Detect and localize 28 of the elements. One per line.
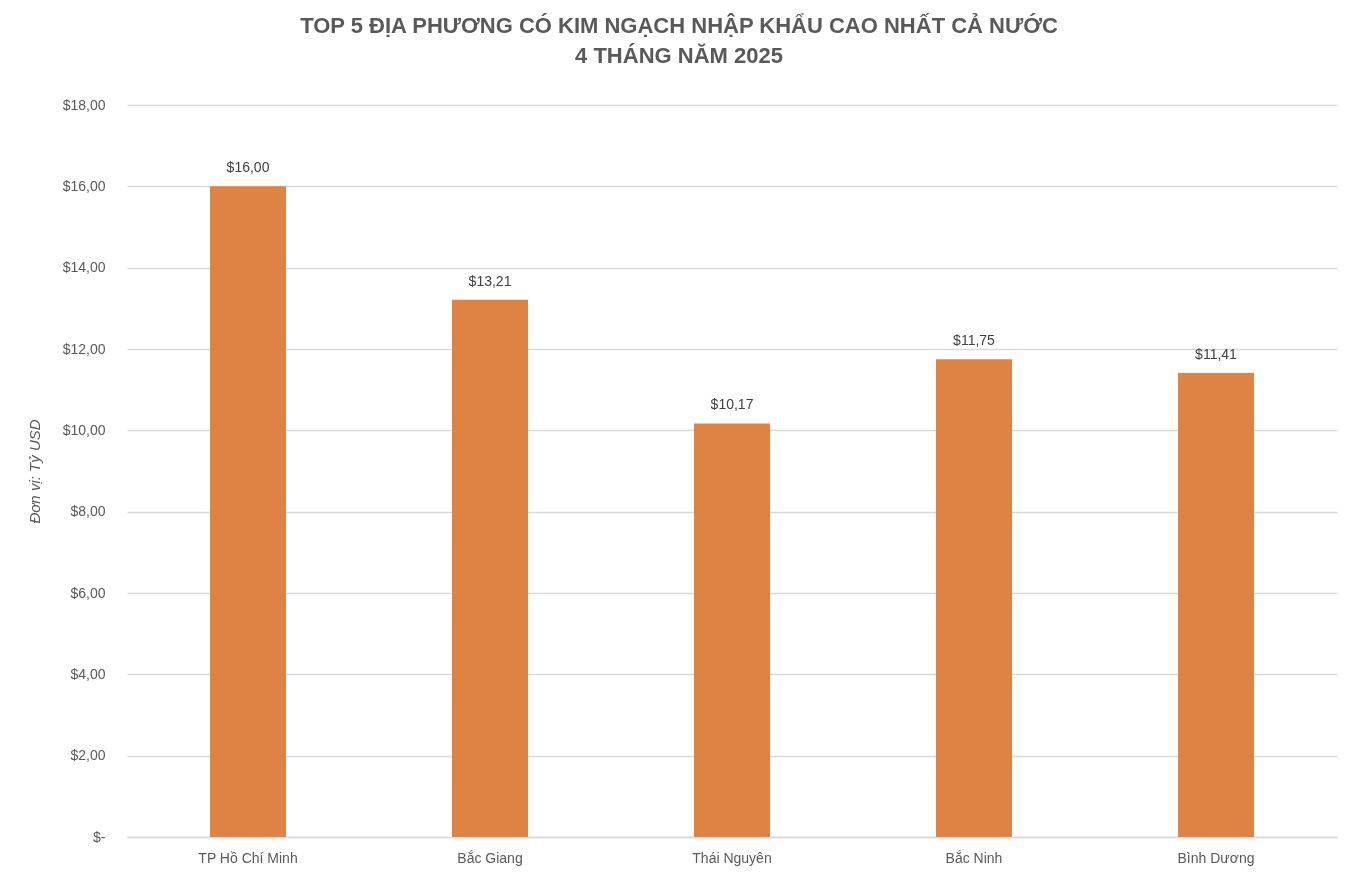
- x-tick-label: TP Hồ Chí Minh: [198, 849, 298, 866]
- y-tick-label: $6,00: [70, 584, 106, 601]
- y-tick-label: $8,00: [70, 503, 106, 520]
- bar: [694, 423, 770, 837]
- chart-subtitle: 4 THÁNG NĂM 2025: [575, 43, 783, 68]
- bar: [936, 359, 1012, 837]
- y-tick-label: $14,00: [62, 259, 106, 276]
- bar: [452, 299, 528, 837]
- x-tick-label: Bình Dương: [1177, 849, 1255, 866]
- data-label: $10,17: [710, 396, 754, 413]
- y-tick-label: $2,00: [70, 747, 106, 764]
- x-tick-label: Bắc Ninh: [945, 849, 1003, 866]
- bar: [1178, 372, 1254, 837]
- y-tick-label: $10,00: [62, 421, 106, 438]
- y-tick-label: $18,00: [62, 96, 106, 113]
- y-tick-label: $-: [93, 828, 106, 845]
- y-axis-title: Đơn vị: Tỷ USD: [25, 419, 43, 524]
- x-tick-label: Bắc Giang: [457, 849, 523, 866]
- y-tick-label: $4,00: [70, 665, 106, 682]
- data-label: $11,75: [953, 332, 996, 349]
- data-label: $16,00: [226, 159, 270, 176]
- bar: [210, 186, 286, 837]
- data-label: $11,41: [1195, 345, 1238, 362]
- chart-title: TOP 5 ĐỊA PHƯƠNG CÓ KIM NGẠCH NHẬP KHẨU CAO NHẤT CẢ NƯỚC: [300, 13, 1058, 38]
- data-label: $13,21: [468, 272, 512, 289]
- x-tick-label: Thái Nguyên: [692, 849, 772, 866]
- y-tick-label: $12,00: [62, 340, 106, 357]
- y-tick-label: $16,00: [62, 177, 106, 194]
